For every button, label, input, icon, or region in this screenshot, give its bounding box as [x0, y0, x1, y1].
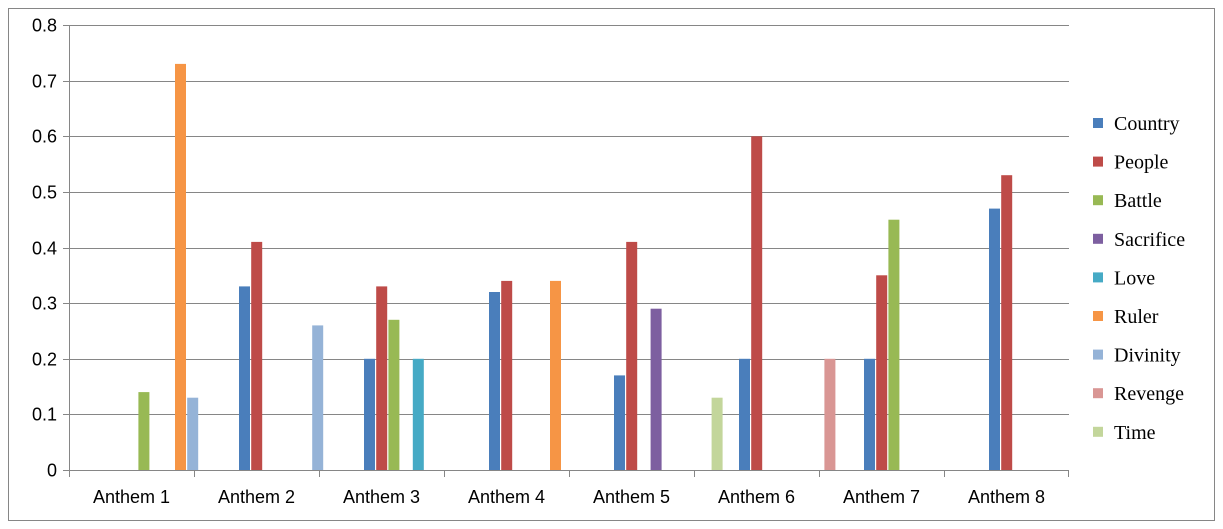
legend-label-country: Country — [1114, 113, 1180, 135]
y-tick-label: 0.3 — [32, 294, 57, 314]
bar-revenge-anthem-6 — [824, 358, 836, 471]
bar-battle-anthem-3 — [388, 319, 400, 470]
y-tick-label: 0.7 — [32, 72, 57, 92]
legend-label-time: Time — [1114, 422, 1156, 444]
legend-label-sacrifice: Sacrifice — [1114, 229, 1185, 251]
x-tick-label: Anthem 7 — [843, 487, 920, 507]
x-tick-label: Anthem 2 — [218, 487, 295, 507]
x-tick-label: Anthem 8 — [968, 487, 1045, 507]
bar-sacrifice-anthem-5 — [650, 308, 662, 470]
bar-divinity-anthem-1 — [187, 397, 199, 470]
legend-label-battle: Battle — [1114, 190, 1162, 212]
bar-love-anthem-3 — [412, 358, 424, 471]
bars — [138, 63, 1013, 471]
legend-swatch-ruler — [1093, 311, 1103, 321]
y-tick-label: 0.4 — [32, 239, 57, 259]
bar-divinity-anthem-2 — [312, 325, 324, 470]
bar-time-anthem-5 — [711, 397, 723, 470]
legend-swatch-revenge — [1093, 388, 1103, 399]
y-tick-label: 0.8 — [32, 16, 57, 36]
bar-people-anthem-8 — [1001, 175, 1013, 470]
y-tick-label: 0.5 — [32, 183, 57, 203]
y-tick-label: 0 — [47, 461, 57, 481]
legend-swatch-people — [1093, 156, 1103, 167]
chart-border — [8, 8, 1215, 521]
x-tick-label: Anthem 4 — [468, 487, 545, 507]
bar-battle-anthem-7 — [888, 219, 900, 470]
legend-swatch-battle — [1093, 195, 1103, 206]
bar-people-anthem-2 — [251, 241, 263, 470]
x-tick-label: Anthem 5 — [593, 487, 670, 507]
legend-label-revenge: Revenge — [1114, 383, 1184, 405]
gridlines — [69, 25, 1069, 415]
legend-swatch-sacrifice — [1093, 233, 1103, 244]
legend: Country People Battle Sacrifice Love Ruler Div… — [1093, 113, 1185, 444]
y-tick-label: 0.6 — [32, 127, 57, 147]
bar-country-anthem-5 — [614, 375, 625, 470]
bar-country-anthem-6 — [739, 358, 750, 471]
bar-country-anthem-8 — [989, 208, 1000, 470]
legend-label-ruler: Ruler — [1114, 306, 1159, 328]
axes: 0 0.1 0.2 0.3 0.4 0.5 0.6 0.7 0.8 Anthem 1 Anthem … — [32, 16, 1069, 507]
x-tick-label: Anthem 3 — [343, 487, 420, 507]
legend-label-people: People — [1114, 152, 1169, 174]
legend-swatch-country — [1093, 118, 1103, 128]
bar-battle-anthem-1 — [138, 392, 150, 470]
legend-swatch-divinity — [1093, 349, 1103, 360]
bar-ruler-anthem-4 — [550, 280, 561, 470]
bar-people-anthem-7 — [876, 275, 888, 470]
legend-label-love: Love — [1114, 267, 1155, 289]
x-tick-label: Anthem 6 — [718, 487, 795, 507]
y-tick-label: 0.1 — [32, 405, 57, 425]
legend-label-divinity: Divinity — [1114, 345, 1181, 367]
x-tick-label: Anthem 1 — [93, 487, 170, 507]
legend-swatch-love — [1093, 272, 1103, 283]
bar-country-anthem-4 — [489, 292, 500, 470]
bar-country-anthem-7 — [864, 358, 875, 471]
legend-swatch-time — [1093, 426, 1103, 437]
bar-country-anthem-3 — [364, 358, 375, 471]
y-tick-label: 0.2 — [32, 350, 57, 370]
bar-people-anthem-3 — [376, 286, 388, 470]
bar-people-anthem-4 — [501, 280, 513, 470]
bar-ruler-anthem-1 — [175, 63, 186, 471]
bar-people-anthem-6 — [751, 136, 763, 471]
bar-country-anthem-2 — [239, 286, 250, 470]
bar-people-anthem-5 — [626, 241, 638, 470]
